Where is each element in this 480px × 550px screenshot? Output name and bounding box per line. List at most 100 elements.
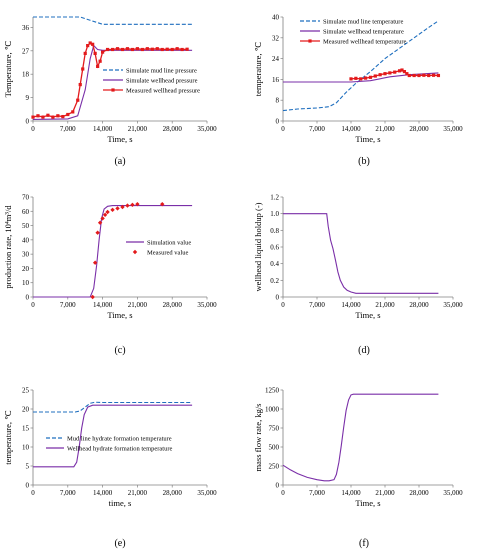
data-point <box>417 73 421 78</box>
chart-a: 0 7,000 14,000 21,000 28,000 35,000 0 9 18 27 36 Ti… <box>3 16 217 167</box>
y-tick-label: 0.4 <box>270 260 279 268</box>
panel-label: (a) <box>114 156 125 167</box>
chart-b: 0 7,000 14,000 21,000 28,000 35,000 0 8 16 24 32 40… <box>253 14 463 168</box>
data-point <box>170 47 174 52</box>
y-tick-label: 1000 <box>265 406 280 414</box>
data-point <box>102 212 108 218</box>
data-point <box>78 83 82 87</box>
data-point <box>105 47 110 52</box>
data-point <box>431 73 436 77</box>
panel-label: (f) <box>359 538 369 549</box>
chart-f: 0 7,000 14,000 21,000 28,000 35,000 0 250 500 750… <box>253 387 463 550</box>
data-point <box>90 294 95 300</box>
data-point <box>160 201 165 207</box>
data-point <box>354 76 358 80</box>
data-point <box>180 47 184 52</box>
x-tick-label: 14,000 <box>341 125 361 133</box>
y-tick-label: 0 <box>276 118 280 126</box>
legend-label: Simulate mud line temperature <box>323 18 403 25</box>
data-point <box>93 51 97 55</box>
legend-marker <box>111 88 115 92</box>
x-tick-label: 21,000 <box>128 489 148 497</box>
y-tick-label: 10 <box>22 279 30 287</box>
data-point <box>427 73 431 78</box>
x-tick-label: 14,000 <box>341 301 361 309</box>
data-point <box>373 74 377 78</box>
y-tick-label: 9 <box>26 94 30 102</box>
y-tick-label: 27 <box>22 47 30 55</box>
x-tick-label: 35,000 <box>197 489 217 497</box>
data-point <box>349 77 353 81</box>
data-point <box>135 47 139 51</box>
legend-label: Simulate wellhead temperature <box>323 28 404 35</box>
x-axis-label: Time, s <box>355 310 380 320</box>
data-point <box>368 75 373 79</box>
x-tick-label: 35,000 <box>197 301 217 309</box>
data-point <box>41 115 45 119</box>
x-tick-label: 14,000 <box>93 489 113 497</box>
series-line-1 <box>282 20 439 112</box>
x-tick-label: 0 <box>281 125 285 133</box>
data-point <box>436 73 441 78</box>
legend-marker <box>308 39 312 43</box>
y-tick-label: 1250 <box>265 387 280 395</box>
y-axis-label: temperature, ℃ <box>253 41 263 96</box>
x-tick-label: 14,000 <box>341 489 361 497</box>
y-tick-label: 0 <box>276 294 280 302</box>
x-tick-label: 14,000 <box>93 125 113 133</box>
data-point <box>393 70 397 74</box>
x-tick-label: 7,000 <box>309 125 325 133</box>
x-axis-label: time, s <box>109 498 132 508</box>
data-point <box>165 47 169 51</box>
y-tick-label: 20 <box>22 265 30 273</box>
x-tick-label: 7,000 <box>60 301 76 309</box>
y-tick-label: 0 <box>26 118 30 126</box>
x-tick-label: 28,000 <box>163 125 183 133</box>
data-point <box>110 207 115 213</box>
data-point <box>125 47 130 51</box>
data-point <box>397 69 402 73</box>
data-point <box>86 44 90 48</box>
data-point <box>98 59 102 63</box>
data-point <box>71 110 75 114</box>
y-axis-label: production rate, 10⁴m³/d <box>3 205 13 289</box>
data-point <box>400 68 404 72</box>
data-point <box>61 114 65 119</box>
y-tick-label: 16 <box>272 76 280 84</box>
series-line-1 <box>33 401 193 413</box>
data-point <box>125 203 130 208</box>
y-tick-label: 750 <box>269 425 280 433</box>
y-tick-label: 70 <box>22 194 30 202</box>
y-tick-label: 60 <box>22 208 30 216</box>
legend: Simulate mud line pressure Simulate wellh… <box>103 67 200 94</box>
legend-label: Simulate mud line pressure <box>126 67 197 74</box>
legend-label: Simulate wellhead pressure <box>126 77 198 84</box>
data-point <box>185 47 189 51</box>
x-tick-label: 0 <box>31 125 35 133</box>
x-tick-label: 28,000 <box>163 489 183 497</box>
data-point <box>130 202 135 208</box>
data-point <box>110 47 115 52</box>
legend-label: Measured value <box>147 249 188 256</box>
x-tick-label: 0 <box>281 489 285 497</box>
y-tick-label: 40 <box>272 14 280 22</box>
y-tick-label: 8 <box>276 97 280 105</box>
y-tick-label: 500 <box>269 444 280 452</box>
y-axis-label: mass flow rate, kg/s <box>253 404 263 472</box>
series-line-2 <box>33 404 193 468</box>
data-point <box>150 47 154 51</box>
data-point <box>388 71 392 75</box>
data-point <box>422 73 426 77</box>
x-tick-label: 0 <box>31 301 35 309</box>
x-tick-label: 35,000 <box>443 125 463 133</box>
x-tick-label: 21,000 <box>128 301 148 309</box>
x-axis-label: Time, s <box>355 498 380 508</box>
y-tick-label: 5 <box>26 463 30 471</box>
y-tick-label: 20 <box>22 406 30 414</box>
data-point <box>383 72 387 76</box>
data-point <box>76 98 80 102</box>
legend: Mud line hydrate formation temperature We… <box>46 435 173 452</box>
x-tick-label: 0 <box>31 489 35 497</box>
data-point <box>56 114 60 118</box>
